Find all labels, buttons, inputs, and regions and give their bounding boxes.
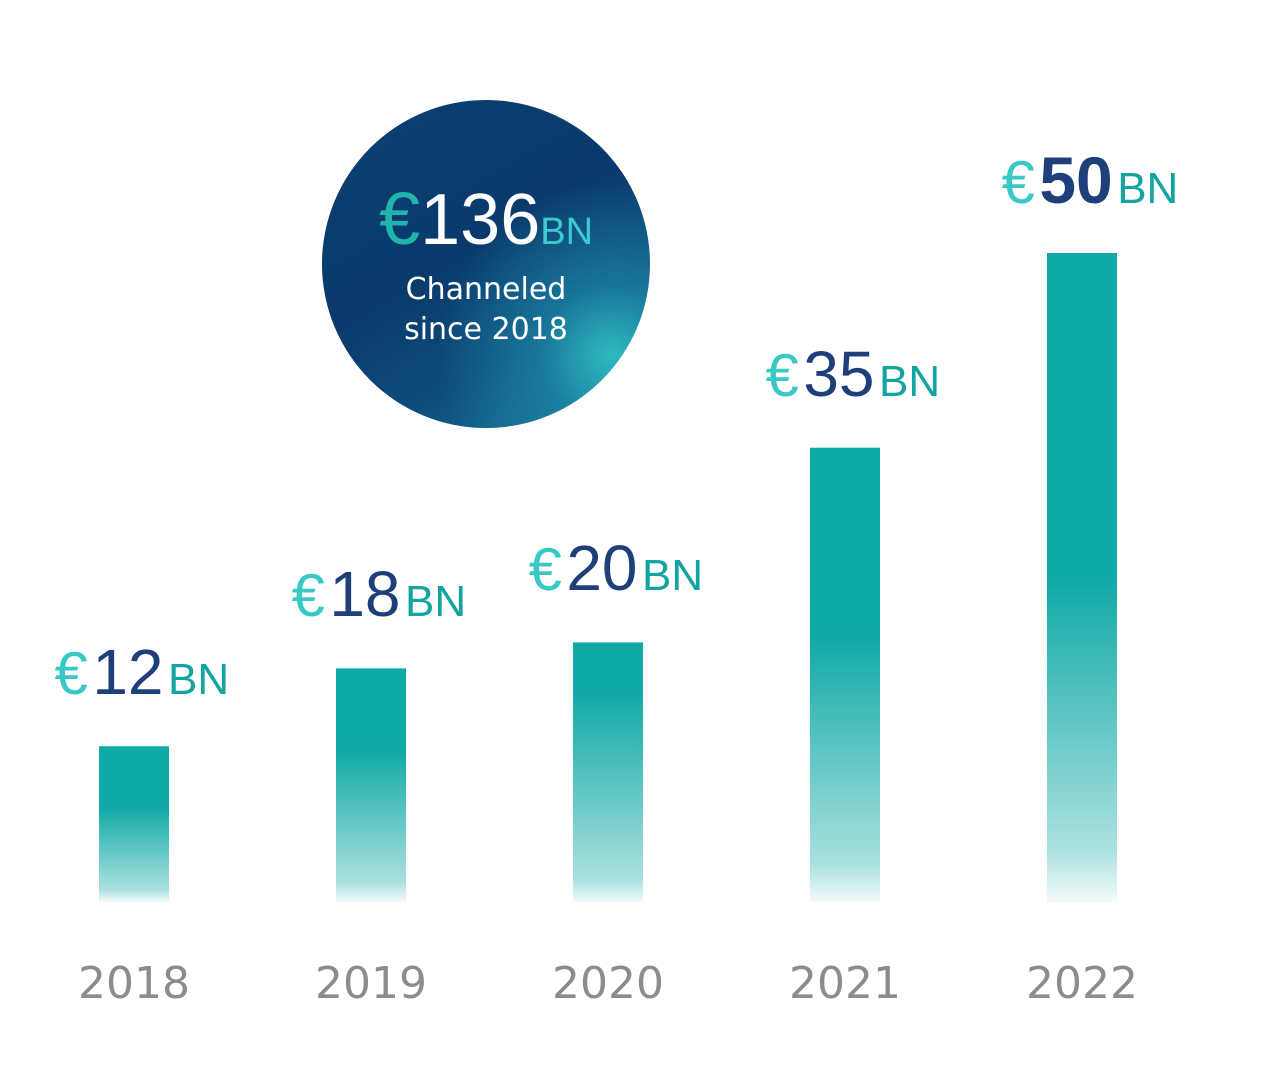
bubble-caption-line-2: since 2018 xyxy=(404,312,568,347)
bar-2022 xyxy=(1047,253,1117,902)
value-label-2018: € 12 BN xyxy=(55,640,230,704)
bar-2021 xyxy=(810,447,880,902)
value-label-number: 20 xyxy=(566,532,638,605)
bar-2019 xyxy=(336,668,406,902)
bubble-currency: € xyxy=(378,177,421,260)
value-label-currency: € xyxy=(291,562,325,630)
value-label-number: 12 xyxy=(92,636,164,709)
value-label-unit: BN xyxy=(404,577,467,627)
value-label-number: 50 xyxy=(1039,143,1113,217)
value-label-2020: € 20 BN xyxy=(529,536,704,600)
bubble-unit: BN xyxy=(540,211,594,253)
year-label-2019: 2019 xyxy=(315,958,427,1009)
year-label-2022: 2022 xyxy=(1026,958,1138,1009)
value-label-unit: BN xyxy=(1117,164,1179,213)
value-label-unit: BN xyxy=(167,655,230,705)
year-label-2021: 2021 xyxy=(789,958,901,1009)
value-label-currency: € xyxy=(54,640,88,708)
value-label-currency: € xyxy=(765,341,799,409)
bubble-total-value: 136 xyxy=(420,180,541,260)
value-label-currency: € xyxy=(1001,149,1035,216)
bar-2020 xyxy=(573,642,643,902)
bars-group xyxy=(99,253,1117,902)
value-label-currency: € xyxy=(528,536,562,604)
value-label-number: 35 xyxy=(803,337,875,410)
value-label-number: 18 xyxy=(329,558,401,631)
value-label-2019: € 18 BN xyxy=(292,562,467,626)
value-label-unit: BN xyxy=(641,551,704,601)
value-label-unit: BN xyxy=(878,356,941,406)
value-label-2022: € 50 BN xyxy=(1002,147,1179,213)
bubble-caption-line-1: Channeled xyxy=(405,272,567,307)
bubble-total: €136BN xyxy=(322,182,650,257)
year-label-2018: 2018 xyxy=(78,958,190,1009)
year-label-2020: 2020 xyxy=(552,958,664,1009)
bubble-caption: Channeled since 2018 xyxy=(322,270,650,350)
bar-2018 xyxy=(99,746,169,902)
value-label-2021: € 35 BN xyxy=(766,342,941,406)
total-bubble: €136BN Channeled since 2018 xyxy=(322,100,650,428)
